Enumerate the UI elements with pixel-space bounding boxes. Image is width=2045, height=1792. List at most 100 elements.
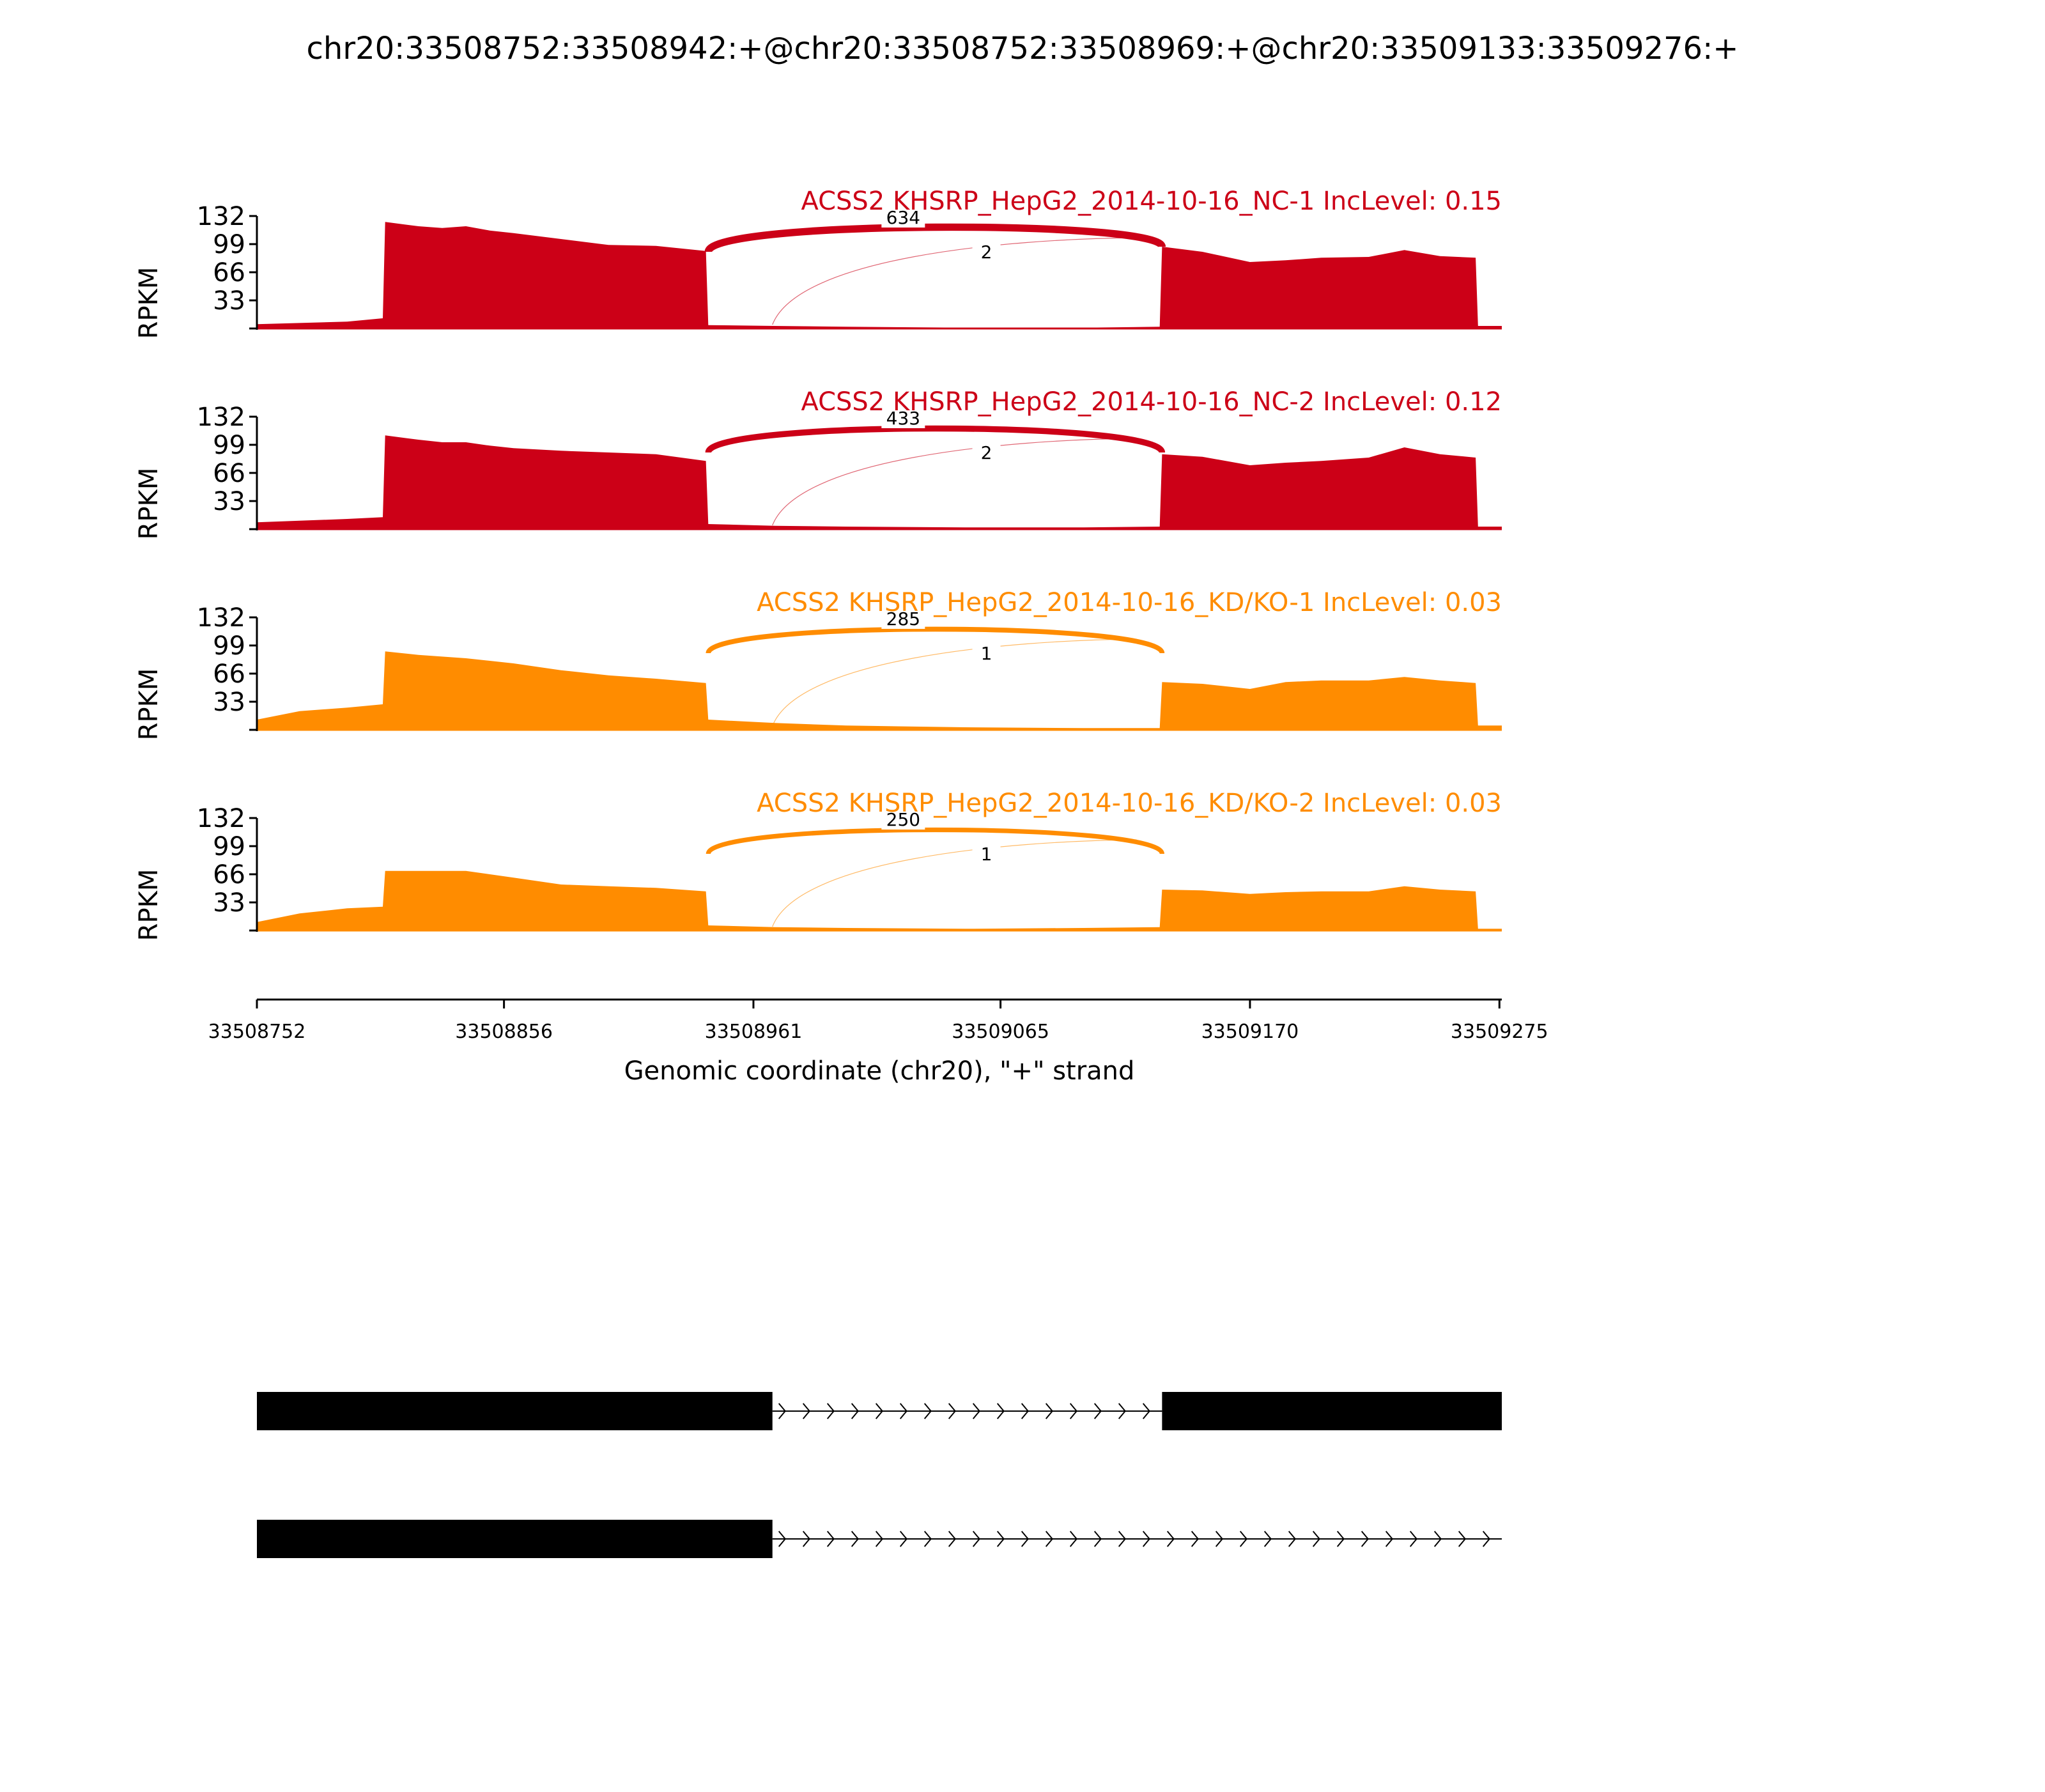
strand-arrow	[1385, 1531, 1394, 1547]
strand-arrow	[875, 1531, 884, 1547]
junction-arc	[772, 438, 1137, 526]
gene-models	[257, 1392, 1502, 1558]
strand-arrow	[1142, 1531, 1151, 1547]
y-tick-label: 33	[213, 888, 245, 918]
y-tick-label: 132	[197, 202, 245, 231]
strand-arrow	[1166, 1531, 1175, 1547]
junction-label-bg	[972, 441, 1001, 463]
strand-arrow	[1433, 1531, 1442, 1547]
strand-arrow	[851, 1531, 860, 1547]
sample-title: ACSS2 KHSRP_HepG2_2014-10-16_NC-1 IncLev…	[801, 187, 1502, 216]
strand-arrow	[826, 1531, 835, 1547]
exon-block	[257, 1392, 773, 1430]
strand-arrow	[1191, 1531, 1200, 1547]
junction-count: 634	[886, 207, 920, 228]
exon-block	[257, 1520, 773, 1558]
y-tick-label: 99	[213, 431, 245, 460]
coverage-area	[257, 870, 1502, 931]
junction-arc	[706, 626, 1165, 654]
strand-arrow	[948, 1403, 957, 1419]
strand-arrow	[826, 1403, 835, 1419]
junction-arc	[772, 638, 1137, 727]
junction-count: 285	[886, 608, 920, 630]
strand-arrow	[1361, 1531, 1370, 1547]
y-tick-label: 132	[197, 603, 245, 633]
y-axis-label: RPKM	[134, 468, 164, 540]
junction-count: 1	[981, 643, 992, 664]
strand-arrow	[1409, 1531, 1418, 1547]
strand-arrow	[899, 1531, 908, 1547]
strand-arrow	[1021, 1403, 1030, 1419]
strand-arrow	[1118, 1403, 1127, 1419]
junction-label-bg	[972, 240, 1001, 262]
strand-arrow	[1142, 1403, 1151, 1419]
junction-count: 250	[886, 809, 920, 830]
strand-arrow	[1118, 1531, 1127, 1547]
y-tick-label: 66	[213, 459, 245, 488]
coverage-area	[257, 435, 1502, 529]
y-tick-label: 132	[197, 403, 245, 432]
junction-count: 2	[981, 242, 992, 263]
strand-arrow	[923, 1531, 932, 1547]
junction-label-bg	[881, 808, 925, 830]
x-tick-label: 33508961	[705, 1021, 803, 1043]
y-tick-label: 66	[213, 660, 245, 689]
junction-label-bg	[972, 642, 1001, 663]
strand-arrow	[1215, 1531, 1224, 1547]
strand-arrow	[1021, 1531, 1030, 1547]
y-tick-label: 99	[213, 230, 245, 259]
sample-title: ACSS2 KHSRP_HepG2_2014-10-16_NC-2 IncLev…	[801, 387, 1502, 417]
plot-title: chr20:33508752:33508942:+@chr20:33508752…	[307, 31, 1739, 66]
y-tick-label: 33	[213, 688, 245, 717]
y-axis-label: RPKM	[134, 267, 164, 339]
junction-count: 433	[886, 408, 920, 429]
y-tick-label: 99	[213, 631, 245, 661]
strand-arrow	[1045, 1403, 1054, 1419]
strand-arrow	[778, 1531, 787, 1547]
strand-arrow	[875, 1403, 884, 1419]
junction-arc	[772, 839, 1137, 927]
y-tick-label: 33	[213, 286, 245, 316]
x-tick-label: 33509065	[952, 1021, 1049, 1043]
x-axis-label: Genomic coordinate (chr20), "+" strand	[624, 1056, 1135, 1086]
strand-arrow	[996, 1531, 1005, 1547]
strand-arrow	[1336, 1531, 1345, 1547]
coverage-area	[257, 651, 1502, 730]
junction-arc	[706, 827, 1164, 855]
strand-arrow	[972, 1403, 981, 1419]
sample-title: ACSS2 KHSRP_HepG2_2014-10-16_KD/KO-2 Inc…	[757, 789, 1502, 818]
x-tick-label: 33509170	[1201, 1021, 1299, 1043]
junction-label-bg	[881, 206, 925, 228]
strand-arrow	[778, 1403, 787, 1419]
y-tick-label: 99	[213, 832, 245, 861]
strand-arrow	[1263, 1531, 1272, 1547]
strand-arrow	[923, 1403, 932, 1419]
strand-arrow	[851, 1403, 860, 1419]
strand-arrow	[802, 1531, 811, 1547]
junction-label-bg	[881, 607, 925, 629]
y-tick-label: 132	[197, 804, 245, 833]
strand-arrow	[802, 1403, 811, 1419]
y-axis-label: RPKM	[134, 668, 164, 741]
sample-title: ACSS2 KHSRP_HepG2_2014-10-16_KD/KO-1 Inc…	[757, 588, 1502, 617]
gene-model-1	[257, 1392, 1502, 1430]
junction-label-bg	[881, 406, 925, 428]
strand-arrow	[1312, 1531, 1321, 1547]
strand-arrow	[948, 1531, 957, 1547]
y-tick-label: 33	[213, 487, 245, 516]
strand-arrow	[1069, 1531, 1078, 1547]
strand-arrow	[1045, 1531, 1054, 1547]
y-tick-label: 66	[213, 860, 245, 890]
exon-block	[1162, 1392, 1502, 1430]
y-tick-label: 66	[213, 258, 245, 288]
x-tick-label: 33508752	[208, 1021, 306, 1043]
strand-arrow	[899, 1403, 908, 1419]
strand-arrow	[1239, 1531, 1248, 1547]
